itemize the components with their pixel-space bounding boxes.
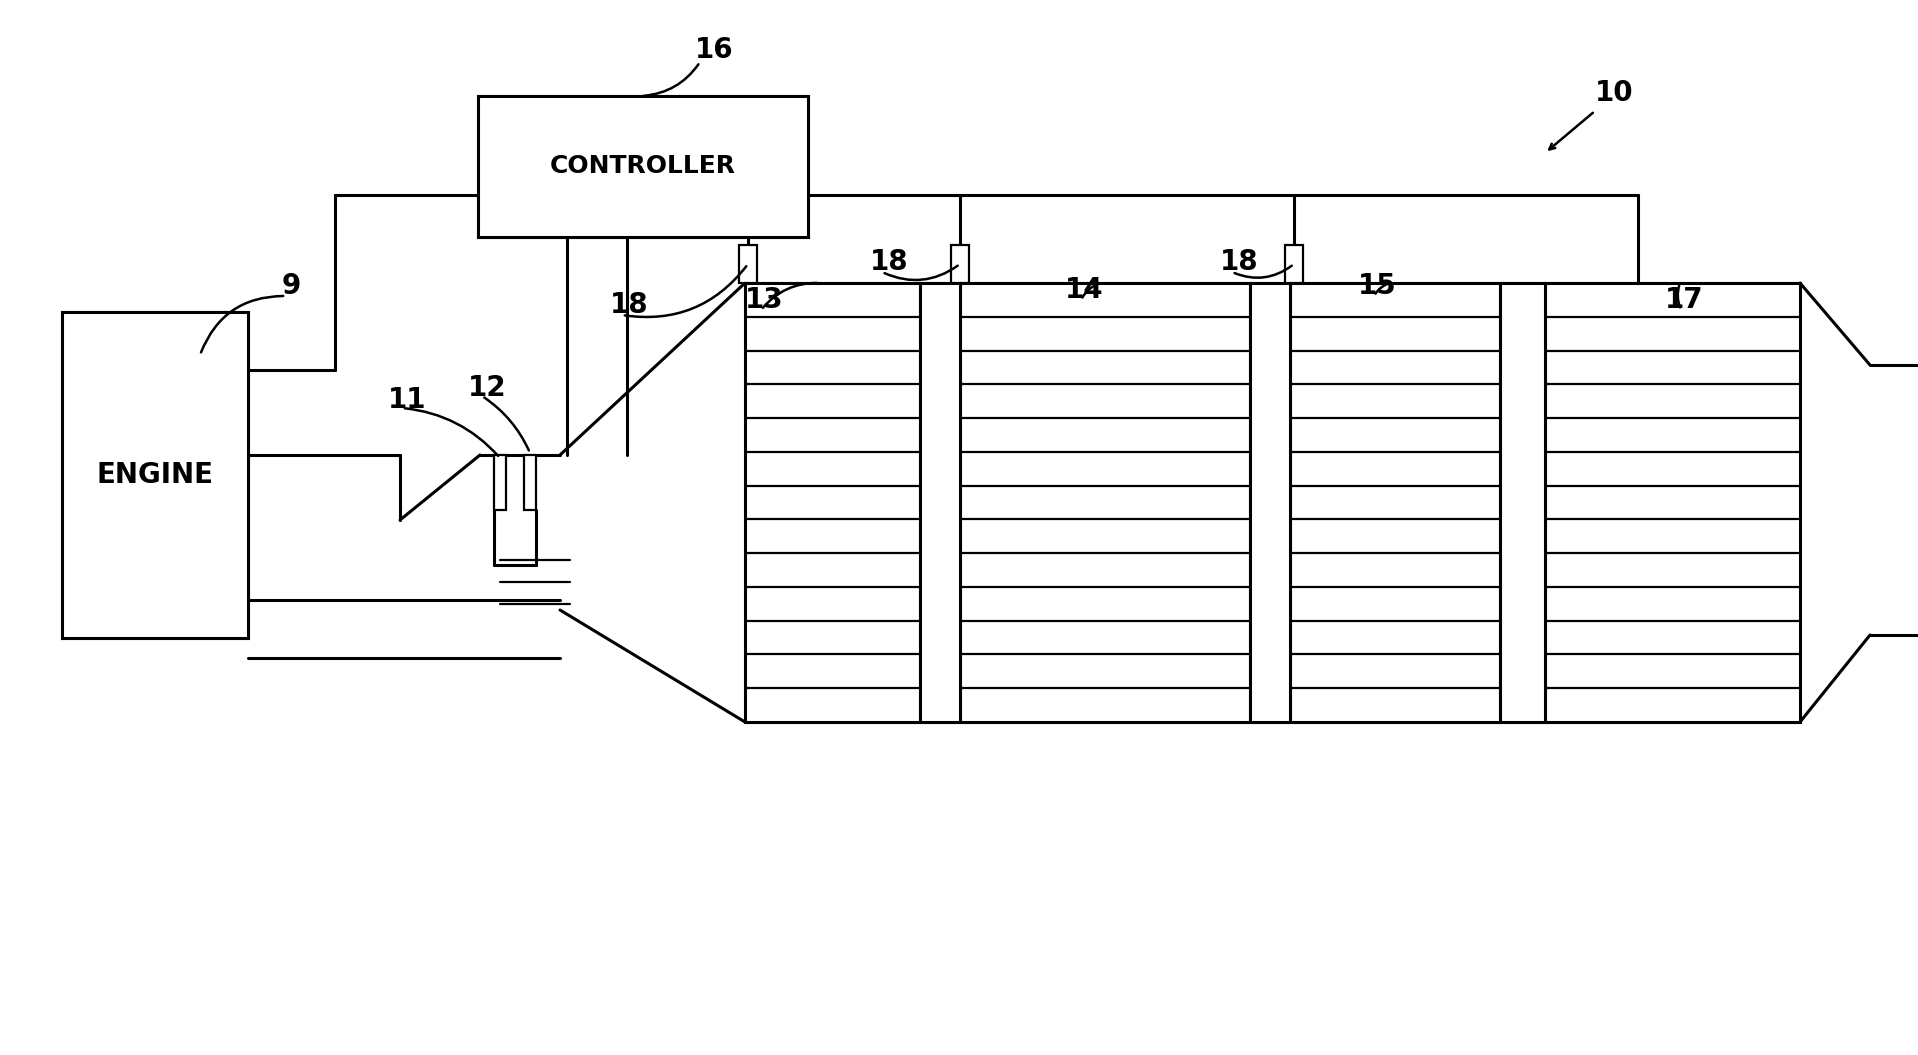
Bar (478, 96, 807, 237)
Text: CONTROLLER: CONTROLLER (550, 154, 737, 178)
Bar (61, 312, 247, 638)
Text: ENGINE: ENGINE (96, 461, 213, 490)
Text: CONTROLLER: CONTROLLER (550, 154, 737, 178)
Text: 15: 15 (1358, 272, 1396, 300)
Text: 16: 16 (694, 36, 733, 64)
Text: 10: 10 (1596, 79, 1634, 107)
Bar (524, 455, 535, 510)
Bar (951, 245, 969, 283)
Bar (1285, 245, 1302, 283)
Bar (478, 96, 807, 237)
Text: ENGINE: ENGINE (96, 461, 213, 490)
Text: 14: 14 (1064, 276, 1103, 304)
Bar (61, 312, 247, 638)
Text: 17: 17 (1665, 286, 1703, 314)
Bar (1251, 283, 1291, 722)
Text: 12: 12 (468, 375, 506, 402)
Bar (495, 455, 506, 510)
Text: 9: 9 (282, 272, 301, 300)
Text: 11: 11 (387, 386, 426, 414)
Bar (961, 283, 1251, 722)
Bar (1500, 283, 1546, 722)
Bar (1546, 283, 1799, 722)
Bar (744, 283, 921, 722)
Bar (738, 245, 758, 283)
Text: 18: 18 (610, 291, 648, 319)
Text: 13: 13 (744, 286, 784, 314)
Bar (1291, 283, 1500, 722)
Text: 18: 18 (1220, 248, 1258, 276)
Text: 18: 18 (871, 248, 909, 276)
Bar (921, 283, 961, 722)
